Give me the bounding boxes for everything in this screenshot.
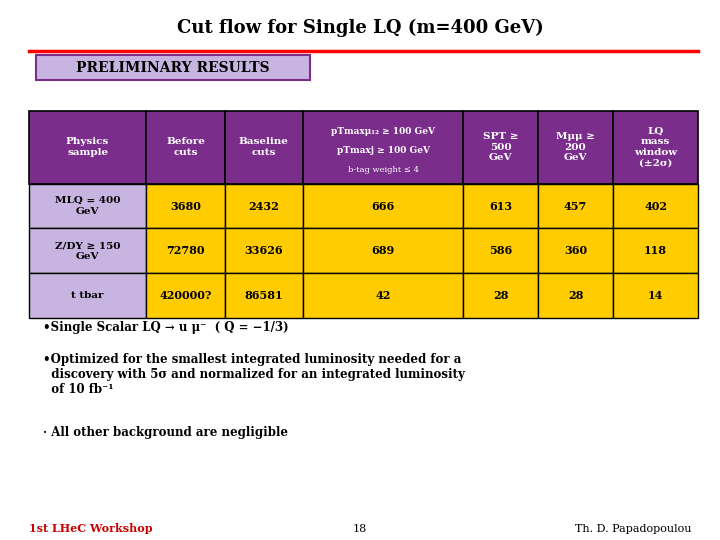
FancyBboxPatch shape — [146, 111, 225, 184]
Text: PRELIMINARY RESULTS: PRELIMINARY RESULTS — [76, 60, 269, 75]
Text: 33626: 33626 — [245, 245, 283, 256]
Text: 28: 28 — [493, 290, 508, 301]
FancyBboxPatch shape — [146, 184, 225, 228]
Text: LQ
mass
window
(±2σ): LQ mass window (±2σ) — [634, 127, 678, 167]
FancyBboxPatch shape — [464, 184, 538, 228]
FancyBboxPatch shape — [225, 273, 303, 318]
FancyBboxPatch shape — [613, 228, 698, 273]
Text: •Single Scalar LQ → u μ⁻  ( Q = −1/3): •Single Scalar LQ → u μ⁻ ( Q = −1/3) — [43, 321, 289, 334]
Text: pTmaxμ₁₂ ≥ 100 GeV: pTmaxμ₁₂ ≥ 100 GeV — [331, 126, 435, 136]
Text: 86581: 86581 — [245, 290, 283, 301]
FancyBboxPatch shape — [464, 228, 538, 273]
FancyBboxPatch shape — [36, 55, 310, 80]
FancyBboxPatch shape — [146, 273, 225, 318]
FancyBboxPatch shape — [29, 273, 146, 318]
FancyBboxPatch shape — [303, 184, 464, 228]
FancyBboxPatch shape — [303, 228, 464, 273]
FancyBboxPatch shape — [538, 184, 613, 228]
FancyBboxPatch shape — [613, 273, 698, 318]
Text: t tbar: t tbar — [71, 291, 104, 300]
Text: 28: 28 — [568, 290, 583, 301]
FancyBboxPatch shape — [538, 228, 613, 273]
Text: 457: 457 — [564, 200, 587, 212]
FancyBboxPatch shape — [303, 273, 464, 318]
Text: Before
cuts: Before cuts — [166, 138, 205, 157]
FancyBboxPatch shape — [538, 111, 613, 184]
Text: 3680: 3680 — [170, 200, 201, 212]
FancyBboxPatch shape — [146, 228, 225, 273]
Text: pTmaxj ≥ 100 GeV: pTmaxj ≥ 100 GeV — [337, 146, 430, 156]
Text: SPT ≥
500
GeV: SPT ≥ 500 GeV — [483, 132, 518, 162]
Text: 14: 14 — [648, 290, 663, 301]
Text: MLQ = 400
GeV: MLQ = 400 GeV — [55, 197, 120, 215]
Text: 666: 666 — [372, 200, 395, 212]
Text: 2432: 2432 — [248, 200, 279, 212]
Text: 42: 42 — [376, 290, 391, 301]
FancyBboxPatch shape — [29, 228, 146, 273]
Text: Mμμ ≥
200
GeV: Mμμ ≥ 200 GeV — [556, 132, 595, 162]
Text: 360: 360 — [564, 245, 587, 256]
FancyBboxPatch shape — [538, 273, 613, 318]
Text: 586: 586 — [489, 245, 513, 256]
Text: 18: 18 — [353, 523, 367, 534]
FancyBboxPatch shape — [225, 111, 303, 184]
Text: Baseline
cuts: Baseline cuts — [239, 138, 289, 157]
FancyBboxPatch shape — [225, 184, 303, 228]
FancyBboxPatch shape — [225, 228, 303, 273]
Text: Th. D. Papadopoulou: Th. D. Papadopoulou — [575, 523, 691, 534]
FancyBboxPatch shape — [613, 184, 698, 228]
Text: Physics
sample: Physics sample — [66, 138, 109, 157]
Text: •Optimized for the smallest integrated luminosity needed for a
  discovery with : •Optimized for the smallest integrated l… — [43, 353, 465, 396]
Text: 613: 613 — [489, 200, 513, 212]
FancyBboxPatch shape — [464, 273, 538, 318]
Text: 402: 402 — [644, 200, 667, 212]
Text: 72780: 72780 — [166, 245, 204, 256]
Text: 420000?: 420000? — [159, 290, 212, 301]
Text: 1st LHeC Workshop: 1st LHeC Workshop — [29, 523, 153, 534]
Text: 118: 118 — [644, 245, 667, 256]
FancyBboxPatch shape — [29, 111, 146, 184]
Text: · All other background are negligible: · All other background are negligible — [43, 426, 288, 439]
Text: b-tag weight ≤ 4: b-tag weight ≤ 4 — [348, 166, 419, 174]
Text: Cut flow for Single LQ (m=400 GeV): Cut flow for Single LQ (m=400 GeV) — [176, 19, 544, 37]
FancyBboxPatch shape — [303, 111, 464, 184]
FancyBboxPatch shape — [29, 184, 146, 228]
FancyBboxPatch shape — [613, 111, 698, 184]
Text: Z/DY ≥ 150
GeV: Z/DY ≥ 150 GeV — [55, 241, 120, 260]
Text: 689: 689 — [372, 245, 395, 256]
FancyBboxPatch shape — [464, 111, 538, 184]
